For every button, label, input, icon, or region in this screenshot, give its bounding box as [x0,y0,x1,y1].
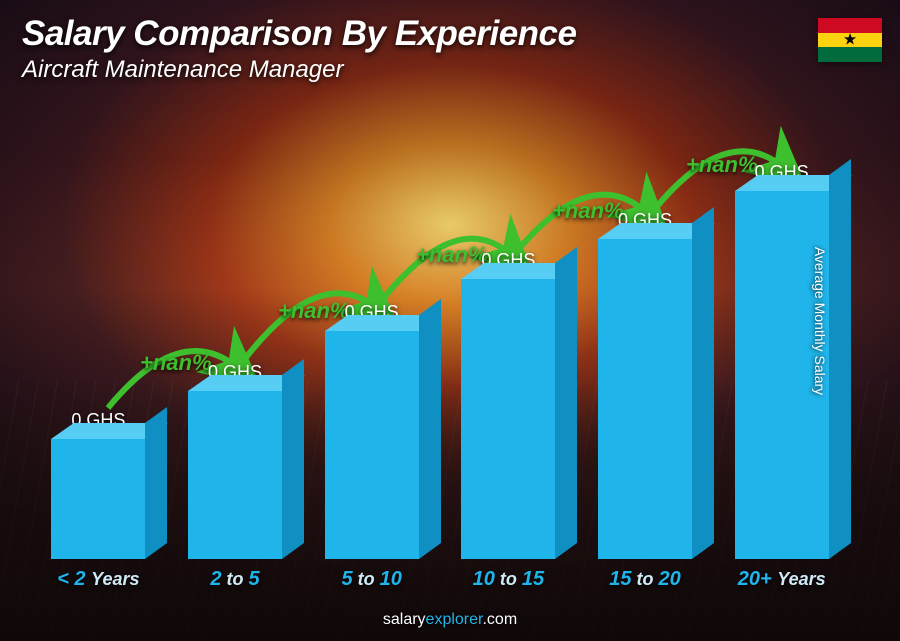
bar-front-face [188,391,282,559]
bar-side-face [419,299,441,559]
footer-prefix: salary [383,611,426,628]
x-label-4: 15 to 20 [577,568,714,591]
bar-front-face [51,439,145,559]
bar-chart: +nan%+nan%+nan%+nan%+nan% 0 GHS0 GHS0 GH… [30,110,850,585]
footer-attribution: salaryexplorer.com [0,611,900,629]
y-axis-label: Average Monthly Salary [812,246,828,394]
x-label-5: 20+ Years [713,568,850,591]
bar-side-face [145,407,167,559]
bar-2: 0 GHS [303,302,440,559]
bar-3: 0 GHS [440,250,577,559]
bar-side-face [829,159,851,559]
header: Salary Comparison By Experience Aircraft… [22,14,576,84]
bar-3d [51,439,145,559]
flag-star-icon: ★ [843,30,857,50]
footer-suffix: .com [482,611,517,628]
footer-accent: explorer [426,611,483,628]
bar-3d [188,391,282,559]
chart-subtitle: Aircraft Maintenance Manager [22,56,576,84]
x-label-1: 2 to 5 [167,568,304,591]
bar-3d [598,239,692,559]
bar-3d [325,331,419,559]
bars-container: 0 GHS0 GHS0 GHS0 GHS0 GHS0 GHS [30,110,850,559]
x-label-0: < 2 Years [30,568,167,591]
flag-ghana: ★ [818,18,882,62]
bar-front-face [325,331,419,559]
bar-5: 0 GHS [713,162,850,559]
bar-side-face [555,247,577,559]
bar-front-face [598,239,692,559]
x-label-2: 5 to 10 [303,568,440,591]
chart-title: Salary Comparison By Experience [22,14,576,54]
bar-side-face [282,359,304,559]
bar-front-face [461,279,555,559]
bar-side-face [692,207,714,559]
bar-0: 0 GHS [30,410,167,559]
bar-4: 0 GHS [577,210,714,559]
bar-1: 0 GHS [167,362,304,559]
x-axis-labels: < 2 Years2 to 55 to 1010 to 1515 to 2020… [30,568,850,591]
x-label-3: 10 to 15 [440,568,577,591]
bar-3d [461,279,555,559]
